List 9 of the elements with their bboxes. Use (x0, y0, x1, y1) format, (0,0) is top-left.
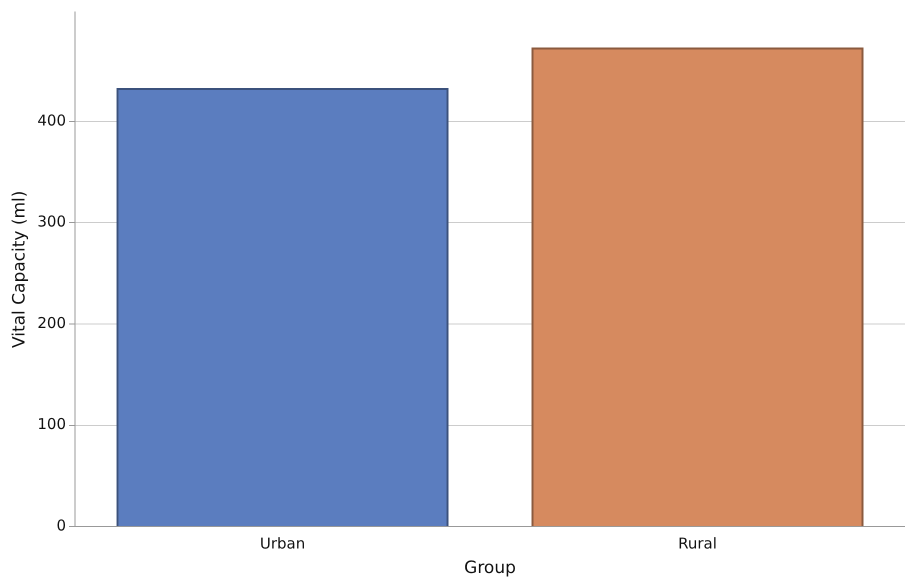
x-tick-label: Urban (260, 534, 306, 552)
y-tick-label: 100 (37, 415, 66, 434)
x-tick-label: Rural (678, 534, 717, 552)
y-tick-label: 200 (37, 314, 66, 332)
y-axis-title: Vital Capacity (ml) (10, 190, 30, 348)
y-tick-label: 300 (37, 212, 66, 231)
x-axis-title: Group (464, 558, 516, 578)
y-tick-label: 0 (56, 516, 66, 534)
y-tick-label: 400 (37, 111, 66, 130)
